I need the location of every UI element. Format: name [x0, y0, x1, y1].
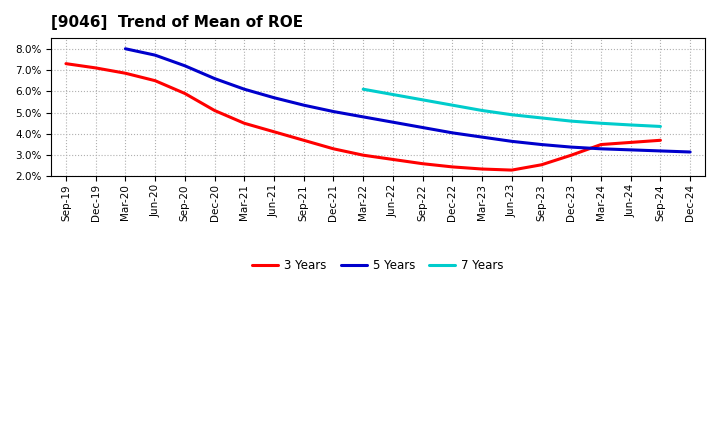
- 3 Years: [597, 142, 606, 147]
- 5 Years: [270, 95, 279, 100]
- 5 Years: [597, 146, 606, 151]
- 3 Years: [91, 65, 100, 70]
- 3 Years: [508, 168, 516, 173]
- 3 Years: [537, 162, 546, 167]
- 5 Years: [210, 76, 219, 81]
- 3 Years: [567, 153, 575, 158]
- 7 Years: [626, 122, 635, 128]
- 5 Years: [478, 135, 487, 140]
- Text: [9046]  Trend of Mean of ROE: [9046] Trend of Mean of ROE: [51, 15, 303, 30]
- 7 Years: [389, 92, 397, 97]
- Legend: 3 Years, 5 Years, 7 Years: 3 Years, 5 Years, 7 Years: [248, 254, 508, 277]
- 5 Years: [418, 125, 427, 130]
- 5 Years: [567, 144, 575, 150]
- 5 Years: [181, 63, 189, 69]
- 5 Years: [389, 120, 397, 125]
- 7 Years: [448, 103, 456, 108]
- Line: 3 Years: 3 Years: [66, 64, 660, 170]
- 5 Years: [686, 149, 695, 154]
- 5 Years: [121, 46, 130, 51]
- 7 Years: [597, 121, 606, 126]
- 5 Years: [508, 139, 516, 144]
- 5 Years: [300, 103, 308, 108]
- 3 Years: [270, 129, 279, 134]
- 7 Years: [656, 124, 665, 129]
- 3 Years: [240, 121, 248, 126]
- 7 Years: [359, 87, 367, 92]
- Line: 5 Years: 5 Years: [125, 49, 690, 152]
- 5 Years: [150, 52, 159, 58]
- 7 Years: [508, 112, 516, 117]
- 3 Years: [359, 153, 367, 158]
- 3 Years: [626, 140, 635, 145]
- 5 Years: [240, 87, 248, 92]
- 3 Years: [181, 91, 189, 96]
- 5 Years: [329, 109, 338, 114]
- 3 Years: [389, 157, 397, 162]
- 3 Years: [62, 61, 71, 66]
- 5 Years: [537, 142, 546, 147]
- 3 Years: [478, 166, 487, 172]
- 5 Years: [359, 114, 367, 120]
- Line: 7 Years: 7 Years: [363, 89, 660, 126]
- 3 Years: [329, 146, 338, 151]
- 3 Years: [418, 161, 427, 166]
- 3 Years: [150, 78, 159, 83]
- 5 Years: [626, 147, 635, 153]
- 5 Years: [656, 148, 665, 154]
- 7 Years: [478, 108, 487, 113]
- 7 Years: [567, 118, 575, 124]
- 7 Years: [418, 97, 427, 103]
- 3 Years: [300, 138, 308, 143]
- 3 Years: [448, 164, 456, 169]
- 3 Years: [121, 70, 130, 76]
- 7 Years: [537, 115, 546, 121]
- 5 Years: [448, 130, 456, 136]
- 3 Years: [210, 108, 219, 113]
- 3 Years: [656, 138, 665, 143]
